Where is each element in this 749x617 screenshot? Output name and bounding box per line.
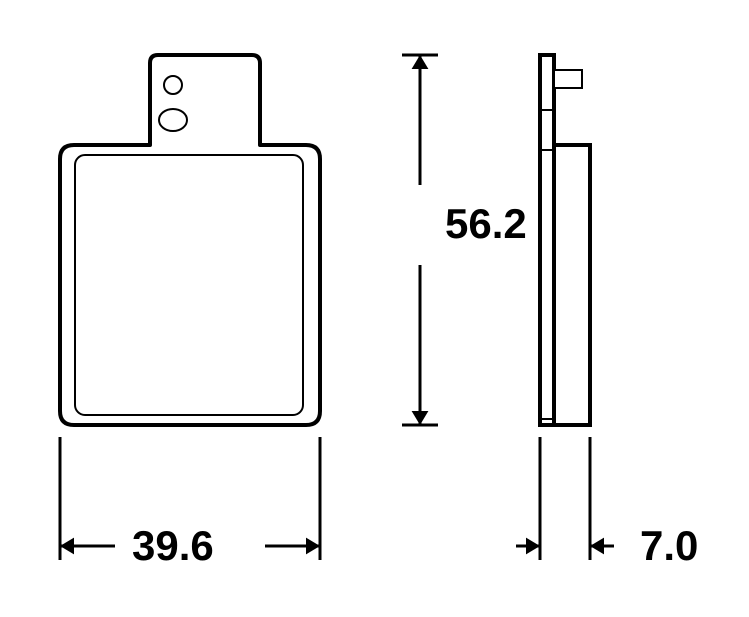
height-dimension-label: 56.2 xyxy=(445,200,527,248)
dimension-drawing xyxy=(0,0,749,617)
width-dimension-label: 39.6 xyxy=(132,522,214,570)
thickness-dimension-label: 7.0 xyxy=(640,522,698,570)
